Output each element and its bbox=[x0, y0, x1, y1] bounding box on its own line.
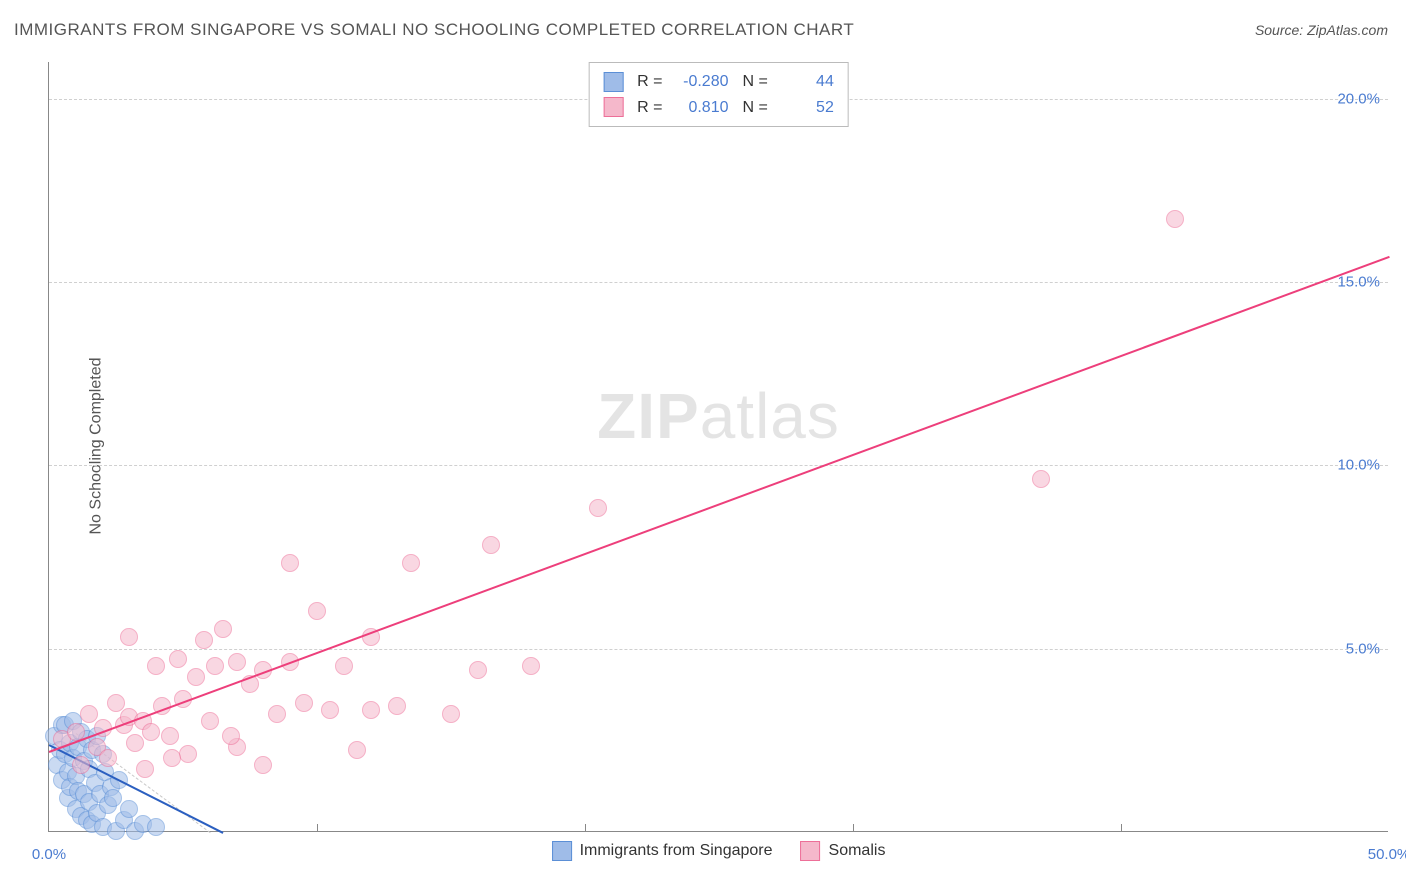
data-point-singapore bbox=[104, 789, 122, 807]
data-point-somalis bbox=[388, 697, 406, 715]
data-point-somalis bbox=[161, 727, 179, 745]
legend-swatch-somalis bbox=[801, 841, 821, 861]
data-point-somalis bbox=[126, 734, 144, 752]
chart-title: IMMIGRANTS FROM SINGAPORE VS SOMALI NO S… bbox=[14, 20, 854, 40]
stat-n-value-somalis: 52 bbox=[778, 95, 834, 121]
stat-n-label: N = bbox=[743, 69, 768, 95]
legend-item-somalis: Somalis bbox=[801, 841, 886, 861]
data-point-somalis bbox=[469, 661, 487, 679]
y-tick-label: 10.0% bbox=[1337, 457, 1380, 474]
data-point-somalis bbox=[482, 536, 500, 554]
stat-r-value-singapore: -0.280 bbox=[673, 69, 729, 95]
correlation-stats-box: R = -0.280 N = 44 R = 0.810 N = 52 bbox=[588, 62, 849, 127]
x-tick-mark bbox=[853, 824, 854, 832]
data-point-somalis bbox=[99, 749, 117, 767]
swatch-somalis bbox=[603, 97, 623, 117]
watermark-zip: ZIP bbox=[597, 380, 700, 452]
data-point-somalis bbox=[402, 554, 420, 572]
data-point-somalis bbox=[147, 657, 165, 675]
stats-row-singapore: R = -0.280 N = 44 bbox=[603, 69, 834, 95]
gridline-horizontal bbox=[49, 465, 1388, 466]
scatter-plot-area: ZIPatlas R = -0.280 N = 44 R = 0.810 N =… bbox=[48, 62, 1388, 832]
x-tick-label: 0.0% bbox=[32, 846, 66, 863]
data-point-somalis bbox=[522, 657, 540, 675]
data-point-somalis bbox=[222, 727, 240, 745]
bottom-legend: Immigrants from Singapore Somalis bbox=[552, 841, 886, 861]
stat-n-value-singapore: 44 bbox=[778, 69, 834, 95]
data-point-somalis bbox=[268, 705, 286, 723]
legend-label-somalis: Somalis bbox=[829, 842, 886, 860]
data-point-somalis bbox=[254, 756, 272, 774]
data-point-somalis bbox=[362, 701, 380, 719]
y-tick-label: 5.0% bbox=[1346, 640, 1380, 657]
gridline-horizontal bbox=[49, 282, 1388, 283]
data-point-somalis bbox=[187, 668, 205, 686]
stat-r-label: R = bbox=[637, 69, 662, 95]
stat-r-label: R = bbox=[637, 95, 662, 121]
data-point-somalis bbox=[169, 650, 187, 668]
x-tick-label: 50.0% bbox=[1368, 846, 1406, 863]
trend-line-somalis bbox=[49, 256, 1390, 753]
data-point-somalis bbox=[72, 756, 90, 774]
data-point-somalis bbox=[348, 741, 366, 759]
data-point-somalis bbox=[195, 631, 213, 649]
source-attribution: Source: ZipAtlas.com bbox=[1255, 22, 1388, 38]
data-point-somalis bbox=[163, 749, 181, 767]
watermark-atlas: atlas bbox=[700, 380, 840, 452]
data-point-somalis bbox=[295, 694, 313, 712]
stat-r-value-somalis: 0.810 bbox=[673, 95, 729, 121]
data-point-somalis bbox=[589, 499, 607, 517]
data-point-somalis bbox=[142, 723, 160, 741]
data-point-somalis bbox=[107, 694, 125, 712]
data-point-singapore bbox=[120, 800, 138, 818]
data-point-somalis bbox=[80, 705, 98, 723]
data-point-somalis bbox=[206, 657, 224, 675]
data-point-somalis bbox=[442, 705, 460, 723]
data-point-somalis bbox=[281, 554, 299, 572]
legend-label-singapore: Immigrants from Singapore bbox=[580, 842, 773, 860]
data-point-somalis bbox=[136, 760, 154, 778]
legend-swatch-singapore bbox=[552, 841, 572, 861]
stats-row-somalis: R = 0.810 N = 52 bbox=[603, 95, 834, 121]
legend-item-singapore: Immigrants from Singapore bbox=[552, 841, 773, 861]
data-point-somalis bbox=[214, 620, 232, 638]
stat-n-label: N = bbox=[743, 95, 768, 121]
data-point-somalis bbox=[308, 602, 326, 620]
x-tick-mark bbox=[585, 824, 586, 832]
data-point-somalis bbox=[201, 712, 219, 730]
watermark: ZIPatlas bbox=[597, 379, 840, 453]
data-point-somalis bbox=[335, 657, 353, 675]
x-tick-mark bbox=[317, 824, 318, 832]
data-point-somalis bbox=[228, 653, 246, 671]
y-tick-label: 20.0% bbox=[1337, 90, 1380, 107]
data-point-somalis bbox=[179, 745, 197, 763]
data-point-somalis bbox=[1166, 210, 1184, 228]
y-tick-label: 15.0% bbox=[1337, 274, 1380, 291]
x-tick-mark bbox=[1121, 824, 1122, 832]
swatch-singapore bbox=[603, 72, 623, 92]
data-point-somalis bbox=[321, 701, 339, 719]
gridline-horizontal bbox=[49, 649, 1388, 650]
data-point-somalis bbox=[120, 628, 138, 646]
data-point-somalis bbox=[1032, 470, 1050, 488]
data-point-singapore bbox=[147, 818, 165, 836]
